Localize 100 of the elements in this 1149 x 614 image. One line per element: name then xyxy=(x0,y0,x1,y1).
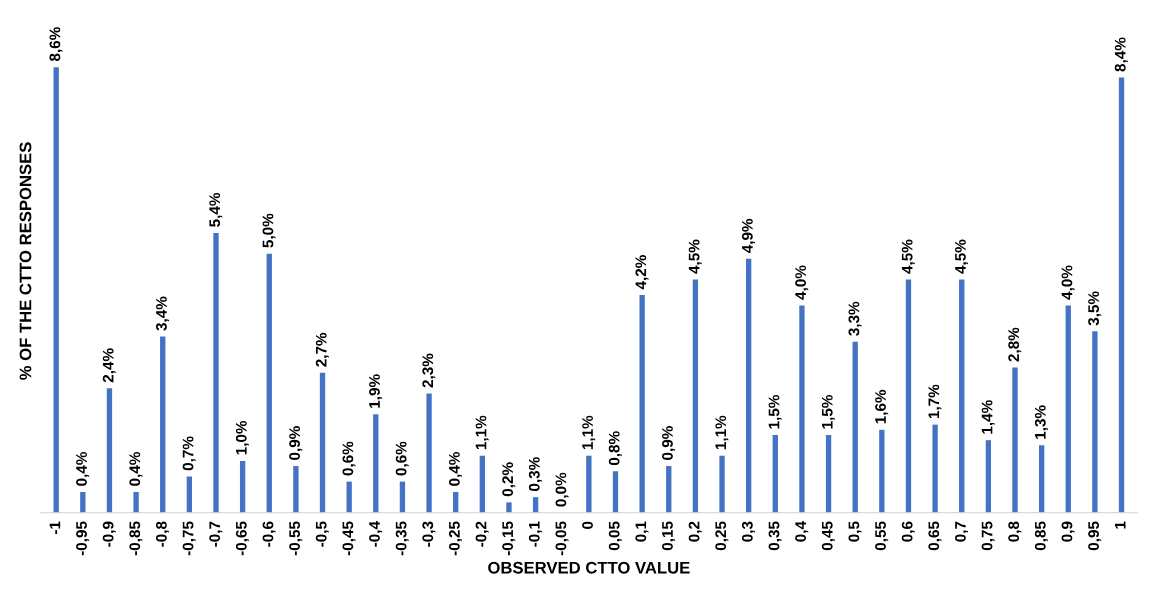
bar xyxy=(453,491,459,513)
bar xyxy=(692,279,699,513)
bar xyxy=(639,295,645,513)
x-tick-label: -0,1 xyxy=(528,521,542,547)
x-tick-label: 0,75 xyxy=(981,521,995,551)
x-tick-label: 1 xyxy=(1114,521,1126,529)
bar xyxy=(612,471,619,513)
bar xyxy=(266,253,272,513)
data-label: 1,1% xyxy=(475,415,489,450)
data-label: 0,6% xyxy=(342,441,356,476)
data-label: 1,5% xyxy=(821,395,835,429)
data-label: 3,4% xyxy=(156,296,170,331)
x-tick-label: 0,25 xyxy=(715,521,729,551)
bar xyxy=(1118,77,1125,513)
x-tick-label: 0,35 xyxy=(768,521,782,551)
x-tick-label: -0,9 xyxy=(102,521,116,547)
data-label: 2,8% xyxy=(1008,327,1022,362)
x-tick-label: -0,35 xyxy=(395,521,409,556)
data-label: 4,0% xyxy=(1061,265,1075,300)
x-tick-label: 0,85 xyxy=(1034,521,1048,551)
bar xyxy=(932,424,938,513)
data-label: 5,4% xyxy=(209,192,223,227)
bar xyxy=(319,372,326,513)
bar xyxy=(1038,445,1045,513)
data-label: 1,9% xyxy=(369,374,383,408)
x-tick-label: 0,2 xyxy=(688,521,702,542)
data-label: 1,1% xyxy=(715,415,729,450)
x-tick-label: 0,95 xyxy=(1088,521,1102,551)
x-tick-label: 0,65 xyxy=(928,521,942,551)
data-label: 0,4% xyxy=(129,451,143,486)
bar xyxy=(586,455,592,513)
data-label: 0,8% xyxy=(608,431,622,466)
bar xyxy=(905,279,912,513)
bar xyxy=(160,336,166,513)
data-label: 0,7% xyxy=(182,436,196,471)
data-label: 2,3% xyxy=(422,353,436,388)
data-label: 0,4% xyxy=(76,451,90,486)
x-tick-label: -0,05 xyxy=(555,521,569,556)
data-label: 1,4% xyxy=(981,400,995,434)
x-tick-label: -0,85 xyxy=(129,521,143,556)
bar xyxy=(479,455,485,513)
x-tick-label: -0,7 xyxy=(209,521,223,547)
data-label: 0,9% xyxy=(289,426,303,460)
x-tick-label: 0,15 xyxy=(662,521,676,551)
bar xyxy=(959,279,965,513)
data-label: 0,3% xyxy=(528,457,542,491)
bar xyxy=(346,481,352,513)
x-tick-label: -0,6 xyxy=(262,521,276,547)
bar xyxy=(985,440,992,513)
bar xyxy=(239,460,246,513)
x-tick-label: 0,1 xyxy=(635,521,649,542)
data-label: 1,6% xyxy=(875,389,889,424)
data-label: 8,6% xyxy=(49,27,63,62)
data-label: 2,7% xyxy=(315,332,329,367)
bar xyxy=(1092,331,1098,513)
bar xyxy=(852,341,858,513)
x-tick-label: -0,5 xyxy=(315,521,329,547)
x-tick-label: 0,9 xyxy=(1061,521,1075,542)
bar xyxy=(772,434,778,513)
data-label: 4,5% xyxy=(955,239,969,274)
x-tick-label: -1 xyxy=(49,521,61,535)
bar xyxy=(293,466,299,513)
x-tick-label: -0,8 xyxy=(156,521,170,547)
data-label: 0,2% xyxy=(502,462,516,497)
data-label: 4,2% xyxy=(635,255,649,290)
bar xyxy=(373,414,379,513)
bar xyxy=(825,434,832,513)
data-label: 4,5% xyxy=(688,239,702,274)
x-tick-label: 0,5 xyxy=(848,521,862,542)
bar xyxy=(746,258,752,513)
bar xyxy=(879,429,885,513)
bar xyxy=(399,481,406,513)
x-tick-label: 0 xyxy=(582,521,593,529)
data-label: 3,5% xyxy=(1088,291,1102,326)
bar xyxy=(1012,367,1018,513)
x-tick-label: 0,6 xyxy=(901,521,915,542)
x-tick-label: -0,4 xyxy=(369,521,383,547)
x-tick-label: 0,7 xyxy=(955,521,969,542)
data-label: 5,0% xyxy=(262,213,276,248)
x-tick-label: -0,75 xyxy=(182,521,196,556)
x-axis-title: OBSERVED CTTO VALUE xyxy=(488,561,690,574)
bar xyxy=(799,305,805,513)
data-label: 0,9% xyxy=(662,426,676,460)
x-tick-label: -0,2 xyxy=(475,521,489,547)
x-tick-label: 0,4 xyxy=(795,521,809,542)
data-label: 2,4% xyxy=(102,348,116,383)
bar xyxy=(532,497,539,513)
x-tick-label: -0,65 xyxy=(235,521,249,556)
x-tick-label: -0,25 xyxy=(448,521,463,556)
data-label: 1,0% xyxy=(235,420,249,455)
data-label: 1,7% xyxy=(928,384,942,419)
bar xyxy=(186,476,193,513)
bar xyxy=(106,388,113,513)
bar xyxy=(1065,305,1071,513)
data-label: 1,5% xyxy=(768,395,782,429)
bar xyxy=(80,491,86,513)
y-axis-title: % OF THE CTTO RESPONSES xyxy=(19,142,32,380)
x-tick-label: -0,55 xyxy=(289,521,303,556)
data-label: 4,0% xyxy=(795,265,809,300)
x-tick-label: -0,3 xyxy=(422,521,436,547)
